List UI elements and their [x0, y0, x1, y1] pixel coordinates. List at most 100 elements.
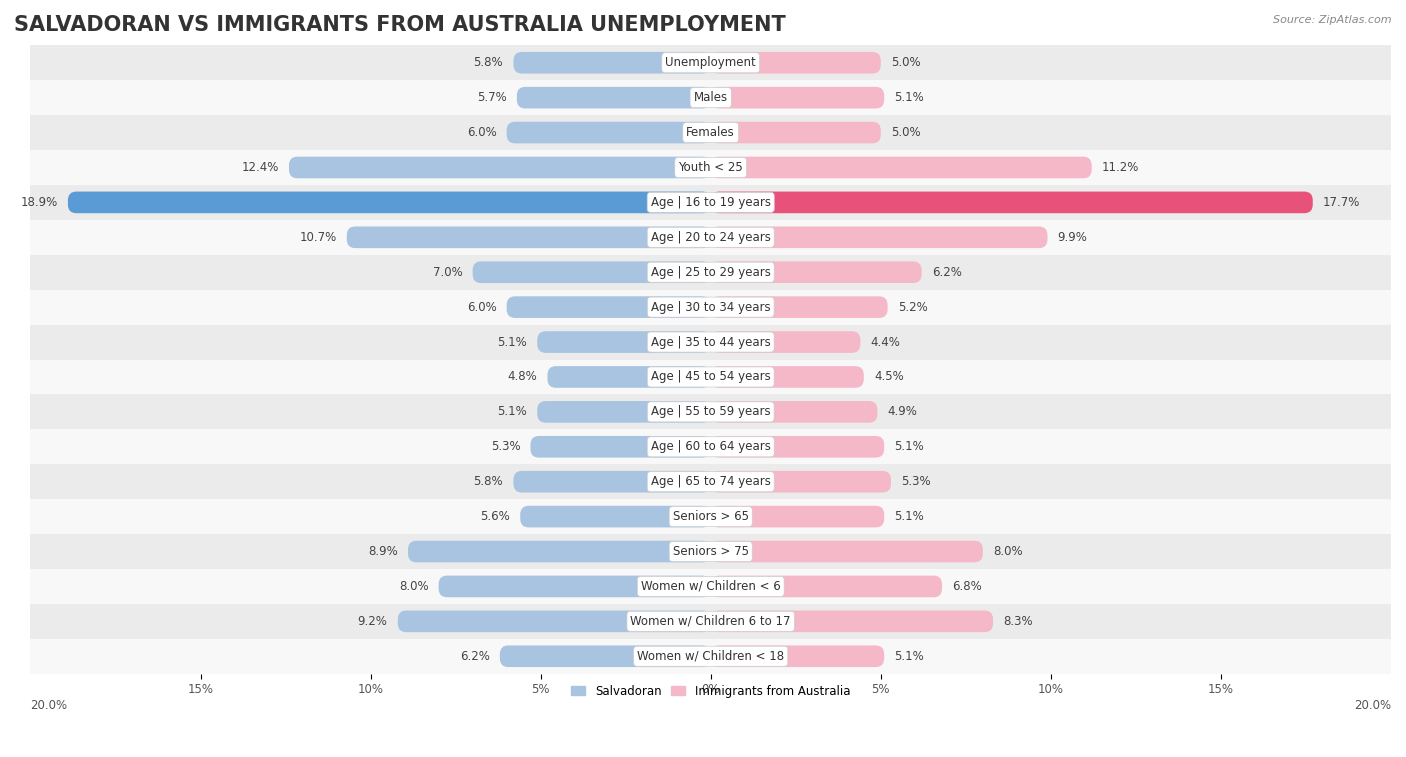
Text: SALVADORAN VS IMMIGRANTS FROM AUSTRALIA UNEMPLOYMENT: SALVADORAN VS IMMIGRANTS FROM AUSTRALIA …: [14, 15, 786, 35]
FancyBboxPatch shape: [710, 157, 1091, 179]
FancyBboxPatch shape: [710, 506, 884, 528]
FancyBboxPatch shape: [290, 157, 710, 179]
Text: 10.7%: 10.7%: [299, 231, 336, 244]
FancyBboxPatch shape: [710, 471, 891, 493]
Text: 17.7%: 17.7%: [1323, 196, 1361, 209]
FancyBboxPatch shape: [513, 471, 710, 493]
Text: 5.1%: 5.1%: [894, 650, 924, 663]
Text: Age | 20 to 24 years: Age | 20 to 24 years: [651, 231, 770, 244]
FancyBboxPatch shape: [537, 401, 710, 422]
Legend: Salvadoran, Immigrants from Australia: Salvadoran, Immigrants from Australia: [567, 680, 855, 702]
Text: 5.6%: 5.6%: [481, 510, 510, 523]
Text: 5.1%: 5.1%: [894, 441, 924, 453]
Text: Women w/ Children 6 to 17: Women w/ Children 6 to 17: [630, 615, 792, 628]
FancyBboxPatch shape: [537, 332, 710, 353]
FancyBboxPatch shape: [710, 401, 877, 422]
FancyBboxPatch shape: [520, 506, 710, 528]
Text: 6.0%: 6.0%: [467, 126, 496, 139]
Bar: [31, 45, 1391, 80]
Text: 7.0%: 7.0%: [433, 266, 463, 279]
Text: 9.2%: 9.2%: [357, 615, 388, 628]
Text: 5.1%: 5.1%: [894, 91, 924, 104]
Text: 9.9%: 9.9%: [1057, 231, 1088, 244]
Bar: [31, 604, 1391, 639]
Text: 6.8%: 6.8%: [952, 580, 981, 593]
Bar: [31, 185, 1391, 220]
FancyBboxPatch shape: [710, 87, 884, 108]
Bar: [31, 290, 1391, 325]
FancyBboxPatch shape: [710, 192, 1313, 213]
FancyBboxPatch shape: [506, 296, 710, 318]
Bar: [31, 499, 1391, 534]
Text: Age | 45 to 54 years: Age | 45 to 54 years: [651, 370, 770, 384]
Text: 12.4%: 12.4%: [242, 161, 278, 174]
Text: 5.2%: 5.2%: [898, 301, 928, 313]
FancyBboxPatch shape: [710, 261, 921, 283]
FancyBboxPatch shape: [347, 226, 710, 248]
FancyBboxPatch shape: [710, 540, 983, 562]
Bar: [31, 394, 1391, 429]
Text: 5.1%: 5.1%: [498, 335, 527, 348]
FancyBboxPatch shape: [710, 52, 880, 73]
FancyBboxPatch shape: [530, 436, 710, 457]
Bar: [31, 150, 1391, 185]
FancyBboxPatch shape: [710, 122, 880, 143]
Text: Age | 55 to 59 years: Age | 55 to 59 years: [651, 405, 770, 419]
FancyBboxPatch shape: [513, 52, 710, 73]
Text: Age | 16 to 19 years: Age | 16 to 19 years: [651, 196, 770, 209]
Text: Age | 30 to 34 years: Age | 30 to 34 years: [651, 301, 770, 313]
Text: 6.2%: 6.2%: [460, 650, 489, 663]
Bar: [31, 360, 1391, 394]
Text: 4.9%: 4.9%: [887, 405, 918, 419]
Text: 8.9%: 8.9%: [368, 545, 398, 558]
Text: Males: Males: [693, 91, 728, 104]
FancyBboxPatch shape: [506, 122, 710, 143]
Bar: [31, 429, 1391, 464]
FancyBboxPatch shape: [67, 192, 710, 213]
Bar: [31, 220, 1391, 255]
FancyBboxPatch shape: [710, 611, 993, 632]
FancyBboxPatch shape: [439, 575, 710, 597]
FancyBboxPatch shape: [408, 540, 710, 562]
Text: 5.3%: 5.3%: [901, 475, 931, 488]
FancyBboxPatch shape: [501, 646, 710, 667]
Bar: [31, 255, 1391, 290]
Text: Source: ZipAtlas.com: Source: ZipAtlas.com: [1274, 15, 1392, 25]
Text: Women w/ Children < 6: Women w/ Children < 6: [641, 580, 780, 593]
Bar: [31, 80, 1391, 115]
Text: Seniors > 65: Seniors > 65: [672, 510, 749, 523]
Text: 18.9%: 18.9%: [21, 196, 58, 209]
FancyBboxPatch shape: [517, 87, 710, 108]
Text: Age | 35 to 44 years: Age | 35 to 44 years: [651, 335, 770, 348]
Text: 6.0%: 6.0%: [467, 301, 496, 313]
Text: 5.8%: 5.8%: [474, 56, 503, 69]
Bar: [31, 325, 1391, 360]
Text: 8.3%: 8.3%: [1004, 615, 1033, 628]
Text: 20.0%: 20.0%: [31, 699, 67, 712]
Text: 5.0%: 5.0%: [891, 56, 921, 69]
Bar: [31, 569, 1391, 604]
Text: 5.0%: 5.0%: [891, 126, 921, 139]
Text: 4.4%: 4.4%: [870, 335, 900, 348]
Text: 8.0%: 8.0%: [993, 545, 1022, 558]
Text: Age | 25 to 29 years: Age | 25 to 29 years: [651, 266, 770, 279]
Text: Women w/ Children < 18: Women w/ Children < 18: [637, 650, 785, 663]
Text: 20.0%: 20.0%: [1354, 699, 1391, 712]
FancyBboxPatch shape: [710, 575, 942, 597]
Bar: [31, 534, 1391, 569]
Text: 5.7%: 5.7%: [477, 91, 506, 104]
Text: 11.2%: 11.2%: [1102, 161, 1139, 174]
FancyBboxPatch shape: [710, 366, 863, 388]
Bar: [31, 464, 1391, 499]
Text: Youth < 25: Youth < 25: [678, 161, 744, 174]
FancyBboxPatch shape: [710, 436, 884, 457]
Text: Seniors > 75: Seniors > 75: [672, 545, 749, 558]
Text: 4.5%: 4.5%: [875, 370, 904, 384]
Text: 5.1%: 5.1%: [894, 510, 924, 523]
Text: Age | 65 to 74 years: Age | 65 to 74 years: [651, 475, 770, 488]
Text: 5.1%: 5.1%: [498, 405, 527, 419]
FancyBboxPatch shape: [710, 332, 860, 353]
Text: 8.0%: 8.0%: [399, 580, 429, 593]
Text: 5.8%: 5.8%: [474, 475, 503, 488]
Text: Age | 60 to 64 years: Age | 60 to 64 years: [651, 441, 770, 453]
